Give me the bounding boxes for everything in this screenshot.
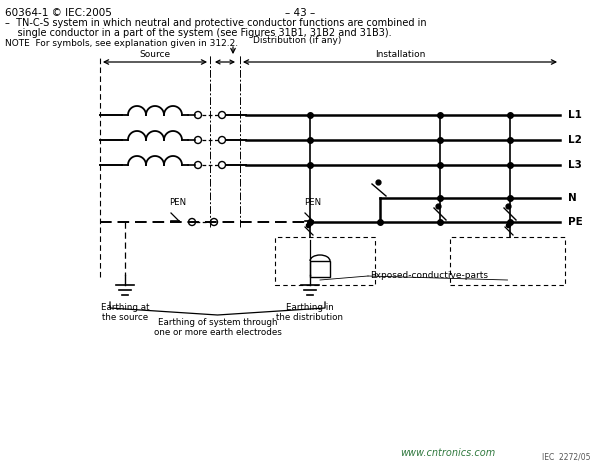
Bar — [275, 237, 375, 285]
Circle shape — [194, 136, 202, 143]
Text: Earthing at
the source: Earthing at the source — [101, 303, 149, 322]
Circle shape — [188, 219, 196, 226]
Text: IEC  2272/05: IEC 2272/05 — [542, 453, 590, 462]
Text: PE: PE — [568, 217, 583, 227]
Text: – 43 –: – 43 – — [285, 8, 315, 18]
Text: Exposed-conductive-parts: Exposed-conductive-parts — [370, 272, 488, 281]
Text: N: N — [568, 193, 577, 203]
Text: Earthing of system through
one or more earth electrodes: Earthing of system through one or more e… — [154, 318, 281, 337]
Text: L1: L1 — [568, 110, 582, 120]
Circle shape — [218, 162, 226, 169]
Circle shape — [218, 111, 226, 118]
Circle shape — [218, 136, 226, 143]
Circle shape — [211, 219, 218, 226]
Text: 60364-1 © IEC:2005: 60364-1 © IEC:2005 — [5, 8, 112, 18]
Text: PEN: PEN — [304, 198, 322, 207]
Circle shape — [194, 111, 202, 118]
Text: NOTE  For symbols, see explanation given in 312.2.: NOTE For symbols, see explanation given … — [5, 39, 238, 48]
Text: –  TN-C-S system in which neutral and protective conductor functions are combine: – TN-C-S system in which neutral and pro… — [5, 18, 427, 28]
Text: www.cntronics.com: www.cntronics.com — [400, 448, 495, 458]
Text: L2: L2 — [568, 135, 582, 145]
Text: single conductor in a part of the system (see Figures 31B1, 31B2 and 31B3).: single conductor in a part of the system… — [5, 28, 392, 38]
Bar — [310, 261, 330, 277]
Text: Distribution (if any): Distribution (if any) — [253, 36, 341, 45]
Text: L3: L3 — [568, 160, 582, 170]
Text: PEN: PEN — [169, 198, 187, 207]
Text: Source: Source — [139, 50, 170, 59]
Text: Earthing in
the distribution: Earthing in the distribution — [277, 303, 343, 322]
Circle shape — [194, 162, 202, 169]
Text: Installation: Installation — [375, 50, 425, 59]
Bar — [450, 237, 565, 285]
